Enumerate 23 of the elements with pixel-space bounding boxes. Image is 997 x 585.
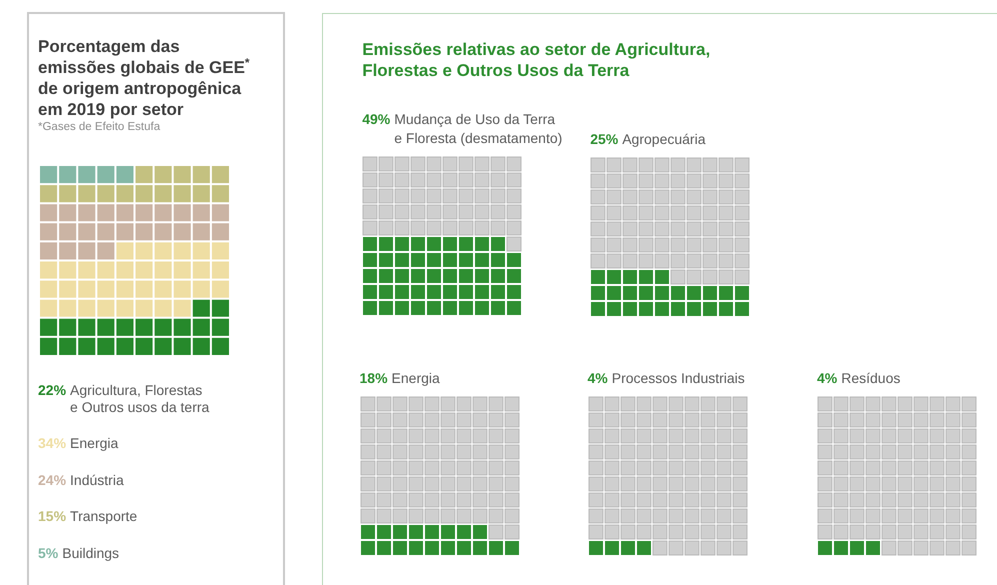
data-label: 4% bbox=[817, 369, 838, 388]
category-label: Agricultura, Florestas e Outros usos da terra bbox=[70, 382, 210, 416]
text: Porcentagem das emissões globais de GEE$^{*}$ de origem antropogênica em 2019 por setor bbox=[38, 36, 251, 121]
category-label: Transporte bbox=[70, 508, 138, 525]
data-label: 4% bbox=[588, 369, 608, 388]
data-label: 5% bbox=[38, 544, 58, 562]
category-label: Mudança de Uso da Terra e Floresta (desmatamento) bbox=[394, 110, 564, 148]
text: Emissões relativas ao setor de Agricultura, Florestas e Outros Usos da Terra bbox=[362, 39, 712, 82]
category-label: Resíduos bbox=[841, 369, 900, 388]
category-label: Indústria bbox=[70, 472, 124, 488]
category-label: Processos Industriais bbox=[612, 369, 745, 388]
data-label: 34% bbox=[38, 435, 66, 452]
text: *Gases de Efeito Estufa bbox=[38, 120, 160, 134]
data-label: 25% bbox=[590, 130, 618, 150]
category-label: Buildings bbox=[62, 544, 120, 562]
data-label: 49% bbox=[362, 110, 390, 130]
category-label: Energia bbox=[70, 435, 118, 452]
data-label: 15% bbox=[38, 508, 66, 525]
data-label: 22% bbox=[38, 382, 66, 398]
category-label: Energia bbox=[392, 369, 440, 388]
category-label: Agropecuária bbox=[622, 130, 706, 150]
data-label: 24% bbox=[38, 472, 66, 488]
data-label: 18% bbox=[360, 369, 388, 388]
